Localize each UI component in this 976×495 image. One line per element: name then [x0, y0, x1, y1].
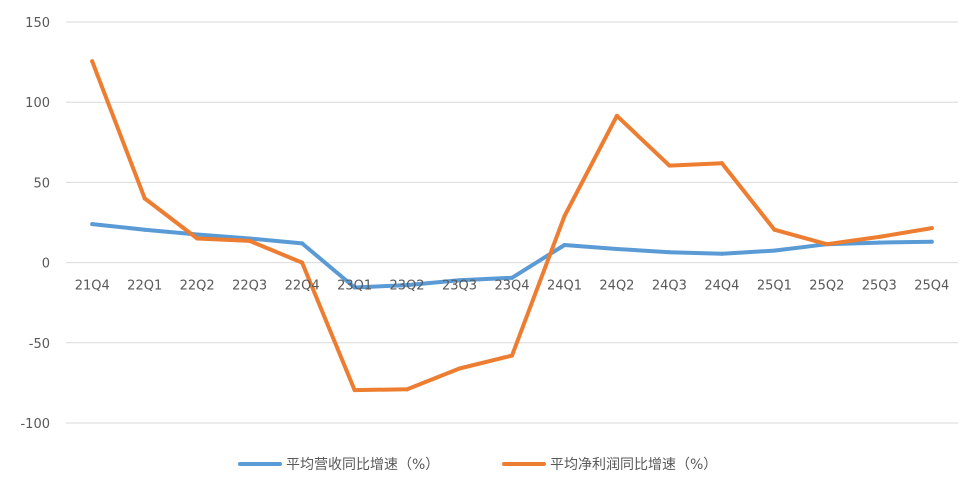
- x-tick-label: 22Q4: [285, 279, 320, 294]
- data-point: [614, 113, 619, 118]
- x-tick-label: 22Q1: [127, 279, 162, 294]
- y-tick-label: 0: [42, 257, 50, 272]
- data-point: [667, 163, 672, 168]
- x-tick-label: 24Q2: [599, 279, 634, 294]
- x-tick-label: 25Q2: [809, 279, 844, 294]
- data-point: [772, 248, 777, 253]
- data-point: [667, 250, 672, 255]
- data-point: [300, 260, 305, 265]
- x-tick-label: 23Q4: [494, 279, 529, 294]
- legend: 平均营收同比增速（%） 平均净利润同比增速（%）: [238, 457, 717, 473]
- x-tick-label: 22Q3: [232, 279, 267, 294]
- x-tick-label: 23Q1: [337, 279, 372, 294]
- data-point: [719, 161, 724, 166]
- legend-label: 平均营收同比增速（%）: [286, 457, 439, 473]
- data-point: [90, 222, 95, 227]
- y-tick-label: -50: [29, 337, 50, 352]
- data-point: [300, 241, 305, 246]
- data-point: [247, 238, 252, 243]
- x-tick-label: 25Q4: [914, 279, 949, 294]
- data-point: [405, 387, 410, 392]
- y-tick-label: 150: [25, 16, 50, 31]
- data-point: [90, 59, 95, 64]
- x-tick-label: 23Q3: [442, 279, 477, 294]
- data-point: [877, 240, 882, 245]
- data-point: [457, 366, 462, 371]
- legend-label: 平均净利润同比增速（%）: [550, 457, 717, 473]
- data-point: [195, 236, 200, 241]
- y-tick-label: -100: [20, 417, 50, 432]
- gridlines: [66, 21, 958, 424]
- y-tick-label: 50: [33, 176, 50, 191]
- data-point: [562, 242, 567, 247]
- data-point: [877, 234, 882, 239]
- data-point: [142, 196, 147, 201]
- x-tick-label: 24Q1: [547, 279, 582, 294]
- x-tick-label: 22Q2: [180, 279, 215, 294]
- data-point: [929, 226, 934, 231]
- y-axis-ticks: 150 100 50 0 -50 -100: [20, 16, 50, 432]
- data-point: [405, 283, 410, 288]
- data-point: [824, 242, 829, 247]
- x-tick-label: 21Q4: [75, 279, 110, 294]
- data-point: [614, 246, 619, 251]
- y-tick-label: 100: [25, 96, 50, 111]
- x-tick-label: 24Q3: [652, 279, 687, 294]
- x-tick-label: 23Q2: [390, 279, 425, 294]
- data-point: [929, 239, 934, 244]
- x-tick-label: 25Q3: [862, 279, 897, 294]
- data-point: [352, 388, 357, 393]
- series-lines: [90, 59, 934, 393]
- data-point: [457, 278, 462, 283]
- data-point: [562, 214, 567, 219]
- x-tick-label: 24Q4: [704, 279, 739, 294]
- x-tick-label: 25Q1: [757, 279, 792, 294]
- data-point: [772, 227, 777, 232]
- x-axis-ticks: 21Q4 22Q1 22Q2 22Q3 22Q4 23Q1 23Q2 23Q3 23Q4 24Q1…: [75, 279, 950, 294]
- data-point: [719, 251, 724, 256]
- data-point: [510, 275, 514, 280]
- data-point: [142, 227, 147, 232]
- series-line-2: [90, 59, 934, 393]
- data-point: [352, 285, 357, 290]
- data-point: [510, 353, 514, 358]
